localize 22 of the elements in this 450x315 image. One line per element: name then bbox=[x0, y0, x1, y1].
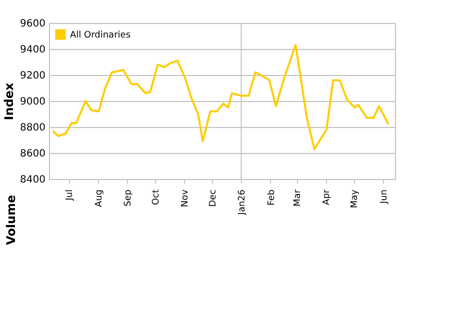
y-tick-label: 9600 bbox=[20, 18, 46, 30]
text: Volume bbox=[4, 194, 18, 245]
legend-label: All Ordinaries bbox=[70, 30, 131, 40]
x-tick-label: Sep bbox=[123, 189, 134, 206]
y-tick-label: 9000 bbox=[20, 96, 46, 108]
x-tick-label: Apr bbox=[322, 189, 332, 206]
y-tick-label: 9200 bbox=[20, 70, 46, 82]
x-tick-label: Nov bbox=[180, 188, 191, 208]
x-tick-label: Jan26 bbox=[238, 189, 248, 216]
y-tick-label: 8400 bbox=[20, 174, 46, 186]
x-tick-label: Aug bbox=[94, 190, 104, 208]
x-tick-label: Jul bbox=[65, 190, 76, 202]
y-tick-label: 9400 bbox=[20, 44, 46, 56]
x-tick-label: May bbox=[350, 188, 360, 208]
x-tick-label: Jun bbox=[379, 190, 390, 205]
x-tick-label: Dec bbox=[208, 189, 219, 207]
y-tick-label: 8600 bbox=[20, 148, 46, 160]
x-tick-label: Feb bbox=[266, 189, 277, 206]
x-tick-label: Oct bbox=[151, 189, 162, 206]
y-tick-label: 8800 bbox=[20, 122, 46, 134]
x-tick-label: Mar bbox=[293, 189, 304, 206]
y-axis-title: Index bbox=[2, 82, 16, 120]
